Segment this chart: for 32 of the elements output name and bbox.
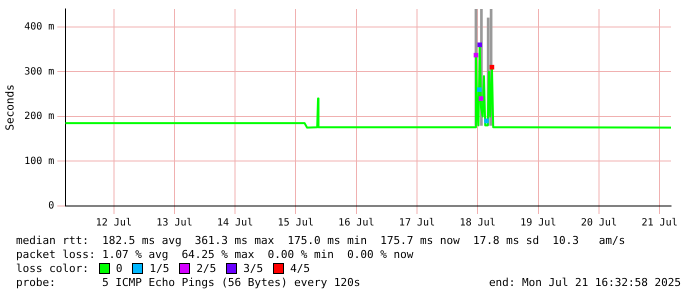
- x-tick-label: 19 Jul: [520, 218, 556, 229]
- point: [474, 52, 478, 58]
- point: [490, 64, 494, 70]
- legend-label: 0: [116, 262, 122, 275]
- point: [477, 87, 482, 92]
- y-tick-label: 200 m: [24, 111, 54, 122]
- legend-label: 2/5: [196, 262, 216, 275]
- text: median rtt: 182.5 ms avg 361.3 ms max 175.0 ms min 175.7 ms now 17.8 ms sd 10.3 am/s: [16, 234, 626, 248]
- legend-label: 1/5: [149, 262, 170, 275]
- text: packet loss: 1.07 % avg 64.25 % max 0.00 % min 0.00 % now: [16, 248, 414, 262]
- x-tick-label: 12 Jul: [96, 218, 132, 229]
- x-tick-label: 17 Jul: [398, 218, 436, 229]
- x-tick-label: 13 Jul: [156, 218, 193, 229]
- text: probe: 5 ICMP Echo Pings (56 Bytes) every 120s: [16, 276, 360, 290]
- legend-title: loss color:: [16, 262, 89, 275]
- x-tick-label: 15 Jul: [278, 218, 314, 229]
- text: end: Mon Jul 21 16:32:58 2025: [488, 276, 681, 290]
- legend-label: 3/5: [243, 262, 264, 275]
- y-tick-label: 300 m: [24, 66, 54, 78]
- x-tick-label: 18 Jul: [460, 218, 496, 229]
- x-tick-label: 14 Jul: [217, 218, 254, 229]
- legend-label: 4/5: [290, 262, 310, 275]
- point: [484, 118, 489, 124]
- point: [478, 96, 484, 101]
- y-axis-title: Seconds: [3, 84, 16, 131]
- x-tick-label: 16 Jul: [338, 218, 374, 229]
- y-tick-label: 100 m: [24, 156, 54, 167]
- x-tick-label: 21 Jul: [641, 218, 678, 229]
- point: [477, 42, 482, 48]
- x-tick-label: 20 Jul: [580, 218, 617, 229]
- y-tick-label: 400 m: [24, 22, 54, 33]
- y-tick-label: 0: [48, 200, 54, 212]
